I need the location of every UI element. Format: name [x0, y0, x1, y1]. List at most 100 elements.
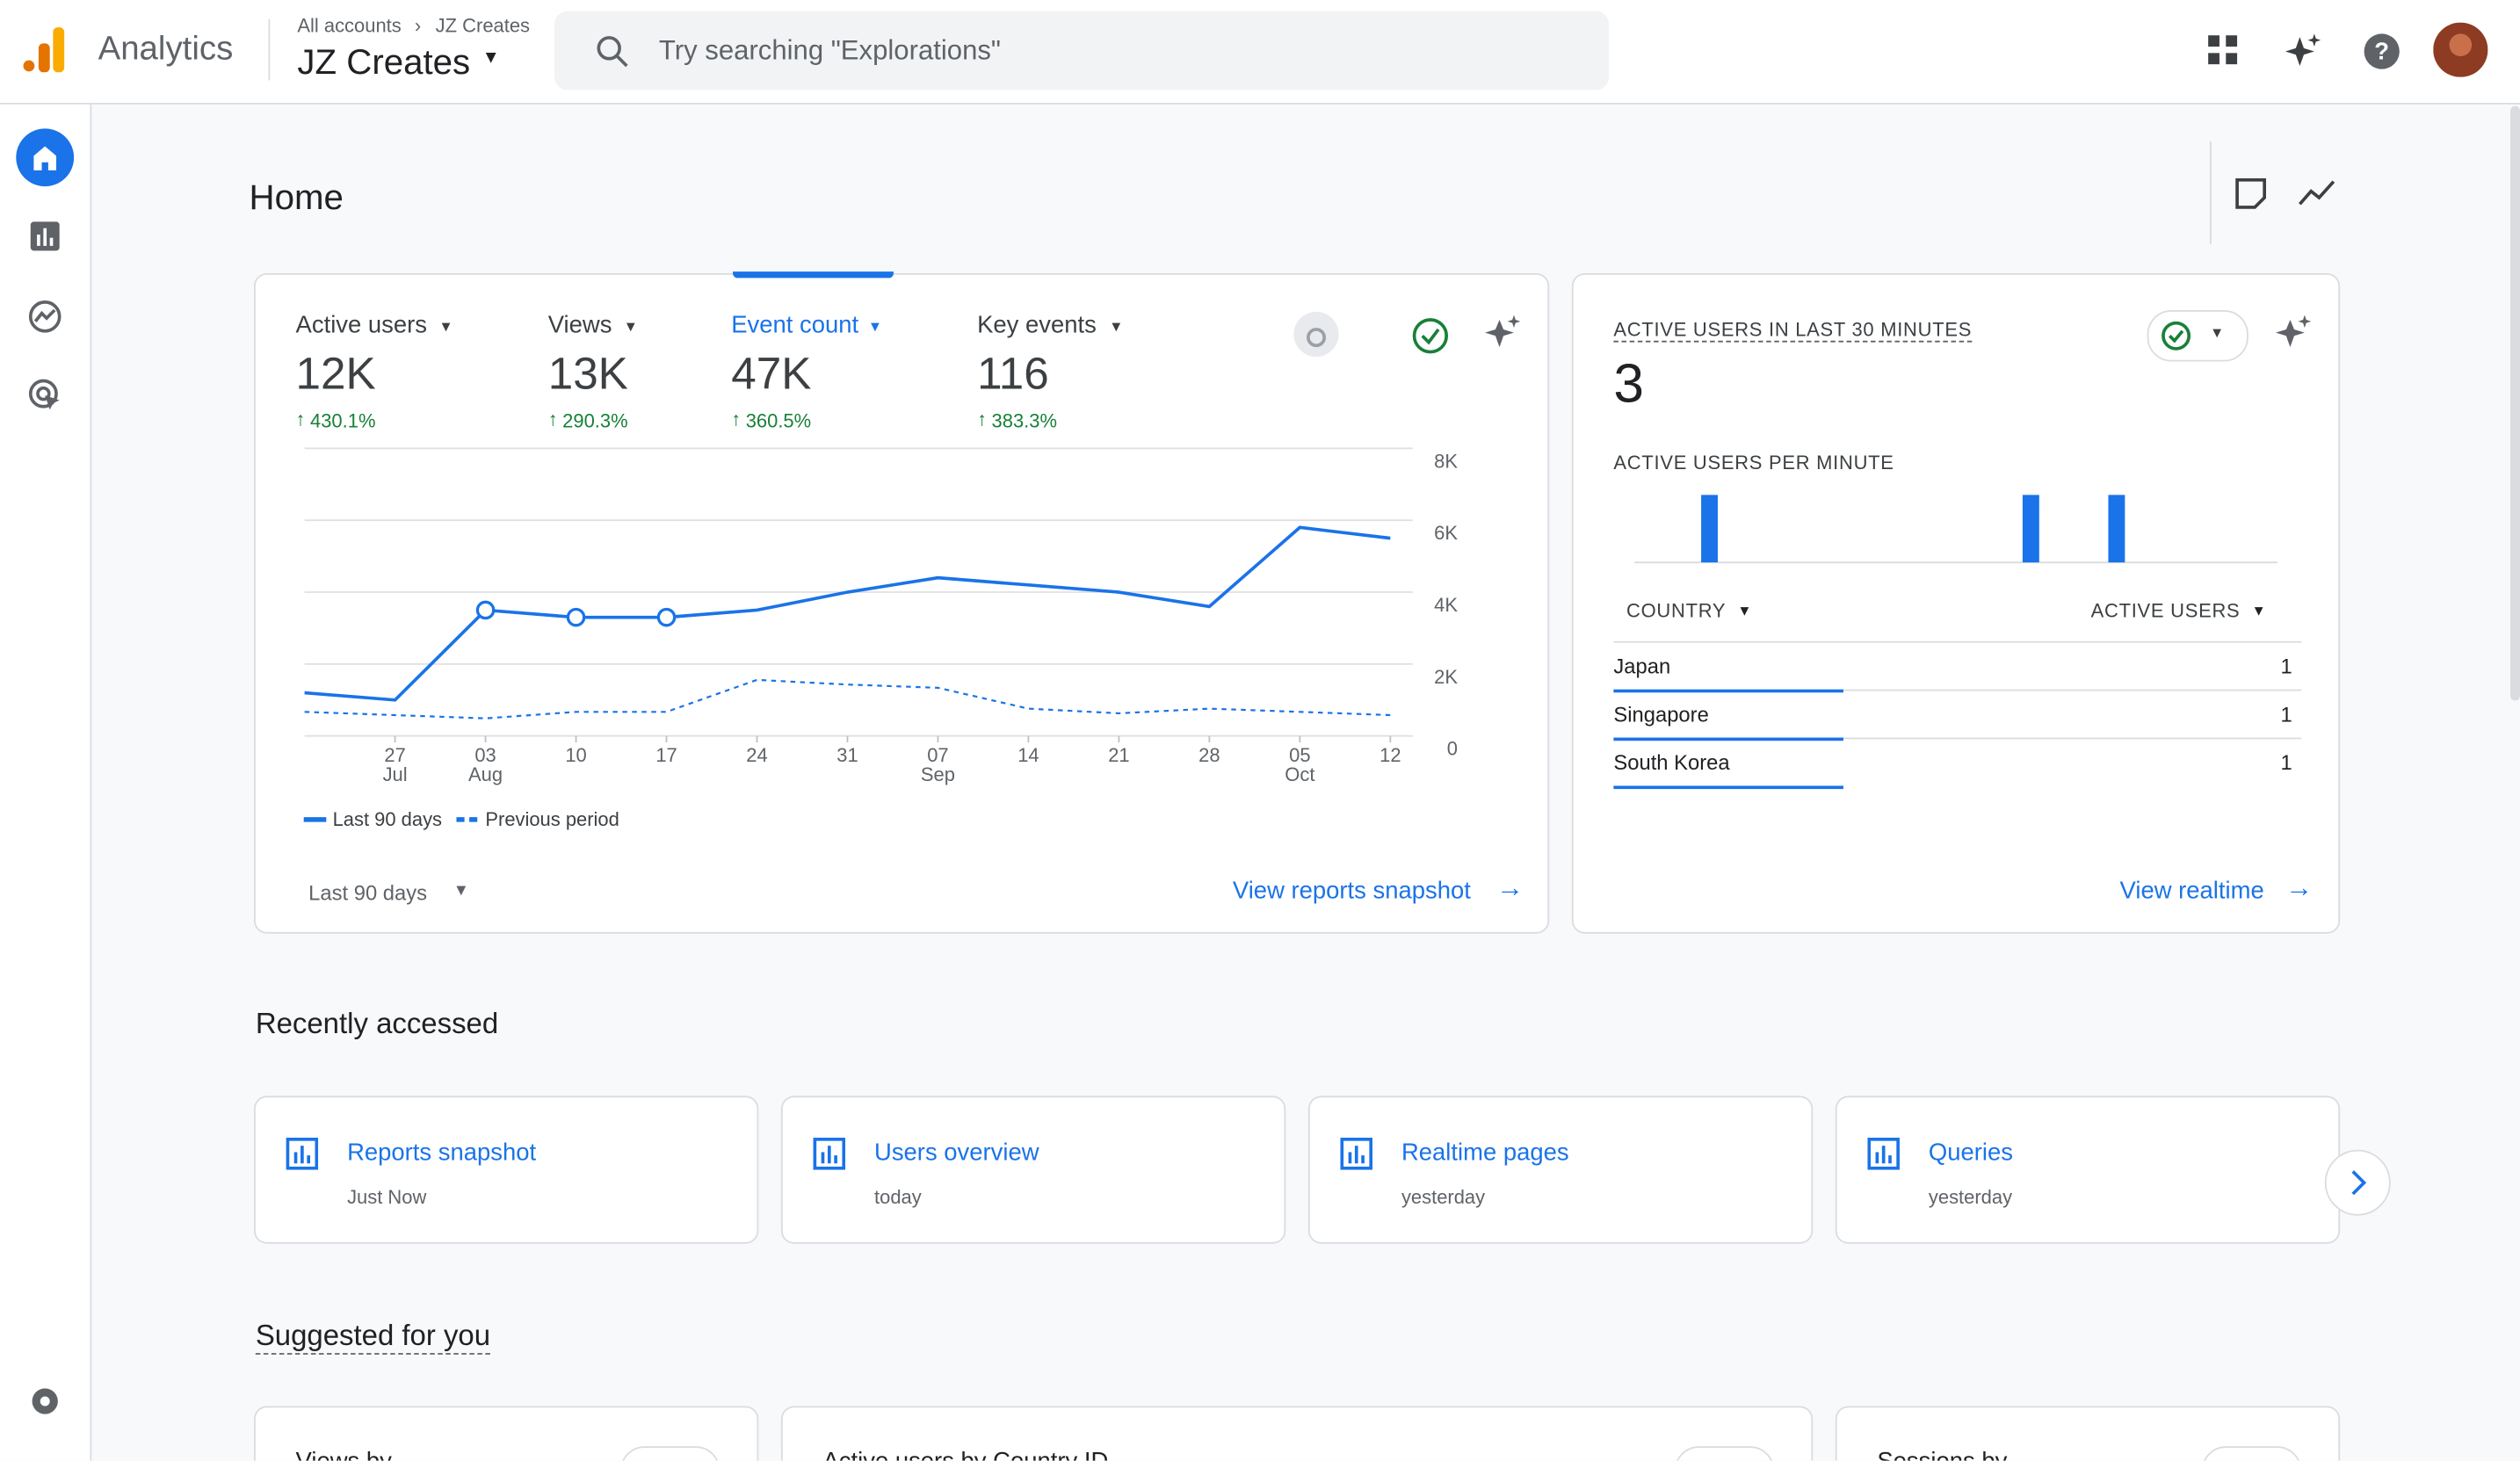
x-tick-label: 31	[836, 744, 858, 766]
achievement-icon[interactable]	[1293, 310, 1341, 358]
x-tick-month: Sep	[921, 763, 955, 785]
user-count: 1	[2280, 750, 2292, 775]
page-title: Home	[249, 177, 344, 217]
section-title: Suggested for you	[255, 1320, 491, 1355]
view-link[interactable]: View reports snapshot	[1232, 877, 1471, 905]
recent-time: today	[874, 1185, 922, 1209]
scrollbar[interactable]	[2510, 105, 2520, 701]
product-name: Analytics	[98, 30, 234, 68]
next-button[interactable]	[2324, 1149, 2392, 1217]
suggested-title: Views by	[296, 1448, 392, 1461]
dropdown-arrow: ▼	[438, 318, 453, 335]
metric-name[interactable]: Event count	[731, 311, 859, 339]
legend-label[interactable]: Previous period	[485, 808, 619, 830]
status-chip[interactable]: ▼	[2147, 310, 2248, 362]
bar-chart	[1634, 495, 2277, 564]
x-tick-label: 27	[384, 744, 405, 766]
status-chip	[2201, 1446, 2302, 1461]
status-chip	[620, 1446, 721, 1461]
row-divider	[1843, 689, 2302, 691]
x-tick-month: Jul	[383, 763, 408, 785]
recent-card[interactable]: Users overview today	[780, 1096, 1286, 1244]
avatar[interactable]	[2433, 22, 2488, 77]
metric-value: 13K	[547, 348, 628, 399]
status-icon[interactable]	[1411, 316, 1450, 355]
y-tick-label: 8K	[1434, 450, 1458, 472]
top-bar: Analytics All accounts › JZ Creates JZ C…	[0, 0, 2520, 105]
side-nav	[0, 104, 92, 1461]
explore-nav[interactable]	[27, 299, 62, 334]
view-link[interactable]: View realtime	[2119, 877, 2264, 905]
overview-card: Active users ▼ 12K ↑ 430.1% Views ▼ 13K ↑ 290.3% E…	[253, 271, 1550, 934]
x-tick-label: 24	[746, 744, 767, 766]
metric-value: 116	[977, 348, 1049, 399]
help-icon[interactable]: ?	[2363, 33, 2401, 71]
settings-nav[interactable]	[27, 1384, 62, 1419]
logo	[23, 27, 65, 73]
suggested-card[interactable]: Sessions by	[1835, 1406, 2341, 1461]
reports-nav[interactable]	[29, 221, 62, 253]
point-marker	[475, 600, 496, 620]
column-header[interactable]: ACTIVE USERS	[2090, 599, 2241, 622]
x-tick-label: 03	[474, 744, 496, 766]
realtime-value: 3	[1613, 353, 1645, 415]
breadcrumb[interactable]: All accounts	[297, 14, 402, 38]
point-marker	[656, 607, 677, 627]
metric-value: 12K	[295, 348, 376, 399]
recent-card[interactable]: Queries yesterday	[1835, 1096, 2341, 1244]
date-range[interactable]: Last 90 days	[308, 880, 428, 905]
user-count: 1	[2280, 702, 2292, 727]
recent-name[interactable]: Realtime pages	[1401, 1139, 1569, 1167]
metric-name[interactable]: Active users	[295, 311, 427, 339]
change-arrow: ↑	[295, 408, 306, 431]
search-placeholder: Try searching "Explorations"	[658, 35, 1001, 66]
recent-name[interactable]: Users overview	[874, 1139, 1039, 1167]
section-title: Recently accessed	[255, 1007, 499, 1040]
x-tick-label: 28	[1198, 744, 1220, 766]
bar	[2108, 495, 2125, 563]
recent-card[interactable]: Realtime pages yesterday	[1307, 1096, 1814, 1244]
property-selector[interactable]: JZ Creates	[297, 41, 471, 83]
x-tick-label: 12	[1379, 744, 1401, 766]
search-box[interactable]: Try searching "Explorations"	[554, 11, 1609, 90]
y-tick-label: 6K	[1434, 522, 1458, 544]
metric-name[interactable]: Views	[547, 311, 612, 339]
insights-icon[interactable]	[2282, 31, 2324, 73]
insights-button[interactable]	[1483, 314, 1525, 356]
column-header[interactable]: COUNTRY	[1626, 599, 1727, 622]
metric-name[interactable]: Key events	[977, 311, 1097, 339]
suggested-card[interactable]: Views by	[253, 1406, 759, 1461]
recent-name[interactable]: Queries	[1928, 1139, 2013, 1167]
recent-card[interactable]: Reports snapshot Just Now	[253, 1096, 759, 1244]
suggested-title: Sessions by	[1877, 1448, 2007, 1461]
change-arrow: ↑	[547, 408, 558, 431]
breadcrumb[interactable]: JZ Creates	[435, 14, 531, 38]
point-marker	[566, 607, 586, 627]
suggested-title: Active users by Country ID	[822, 1448, 1108, 1461]
advertising-nav[interactable]	[27, 378, 62, 413]
realtime-card: ACTIVE USERS IN LAST 30 MINUTES 3 ▼ ACTI…	[1571, 272, 2341, 934]
x-tick-label: 07	[927, 744, 948, 766]
recent-time: yesterday	[1401, 1185, 1486, 1209]
notes-icon[interactable]	[2234, 177, 2269, 212]
suggested-card[interactable]: Active users by Country ID	[780, 1406, 1814, 1461]
country-name: Singapore	[1613, 702, 1709, 727]
home-nav[interactable]	[14, 127, 76, 188]
change-arrow: ↑	[731, 408, 742, 431]
apps-icon[interactable]	[2206, 33, 2239, 66]
metric-change: 383.3%	[991, 409, 1057, 433]
svg-text:?: ?	[2374, 38, 2389, 65]
legend-label[interactable]: Last 90 days	[333, 808, 442, 830]
insights-button[interactable]	[2274, 314, 2316, 356]
metric-value: 47K	[731, 348, 812, 399]
x-tick-label: 05	[1289, 744, 1310, 766]
y-tick-label: 4K	[1434, 594, 1458, 616]
trend-icon[interactable]	[2297, 174, 2339, 213]
x-tick-label: 21	[1108, 744, 1129, 766]
line-series	[304, 678, 1391, 720]
recent-time: Just Now	[347, 1185, 427, 1209]
recent-name[interactable]: Reports snapshot	[347, 1139, 537, 1167]
